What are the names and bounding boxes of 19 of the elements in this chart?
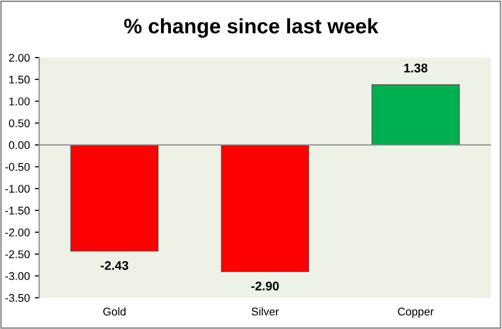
y-tick-label: 1.50 <box>9 76 30 84</box>
x-tick-label: Copper <box>398 308 434 318</box>
y-tick-label: -1.00 <box>5 184 30 193</box>
y-tick-label: 1.00 <box>9 98 30 106</box>
y-tick-label: -2.50 <box>5 250 30 258</box>
y-tick-label: 0.50 <box>8 119 30 128</box>
y-tick-label: -3.50 <box>5 294 30 302</box>
y-tick-label: -2.00 <box>5 228 30 236</box>
y-tick-label: 2.00 <box>9 54 30 62</box>
x-tick-label: Silver <box>252 307 279 316</box>
y-tick-label: -1.50 <box>5 206 30 215</box>
chart-title: % change since last week <box>124 18 378 38</box>
data-label: 1.38 <box>404 64 428 72</box>
x-tick-label: Gold <box>103 307 126 316</box>
y-tick-label: -0.50 <box>5 163 30 171</box>
y-tick-label: 0.00 <box>8 141 30 150</box>
data-label: -2.43 <box>100 261 128 270</box>
data-label: -2.90 <box>251 282 279 290</box>
y-tick-label: -3.00 <box>5 272 30 280</box>
